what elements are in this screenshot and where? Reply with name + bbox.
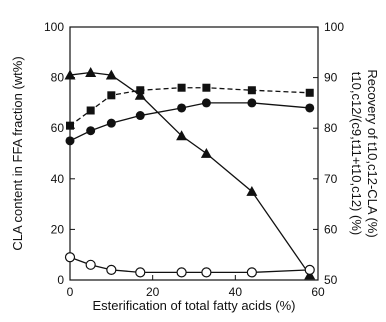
data-point-square-5	[202, 83, 211, 92]
data-point-open-circle-7	[304, 264, 315, 275]
y-left-tick-label-3: 60	[51, 121, 65, 135]
data-point-triangle-1	[85, 67, 97, 77]
series-triangle	[64, 67, 316, 280]
data-point-triangle-0	[64, 69, 76, 80]
data-point-square-6	[247, 86, 256, 95]
series-line-filled-circle	[69, 102, 310, 142]
y-right-tick-label-0: 50	[324, 273, 338, 287]
y-axis-right-label-line1: t10,c12/(c9,t11+t10,c12) (%)	[349, 72, 364, 235]
y-right-tick-label-5: 100	[324, 20, 344, 34]
data-point-open-circle-1	[85, 259, 96, 270]
data-point-square-4	[177, 83, 186, 92]
data-point-filled-circle-1	[86, 126, 96, 136]
x-tick-label-1: 20	[146, 285, 160, 299]
series-square	[66, 83, 314, 130]
data-point-square-3	[136, 86, 145, 95]
y-axis-left-label: CLA content in FFA fraction (wt%)	[10, 56, 25, 250]
y-left-tick-label-2: 40	[51, 172, 65, 186]
x-tick-label-0: 0	[67, 285, 74, 299]
data-point-open-circle-4	[176, 267, 187, 278]
data-point-triangle-5	[200, 148, 212, 158]
data-point-filled-circle-2	[106, 118, 116, 128]
x-axis-label: Esterification of total fatty acids (%)	[92, 298, 295, 313]
y-right-tick-label-1: 60	[324, 222, 338, 236]
data-point-triangle-6	[246, 185, 258, 196]
data-point-filled-circle-3	[135, 111, 145, 121]
y-left-tick-label-4: 80	[51, 71, 65, 85]
data-point-triangle-2	[105, 69, 117, 80]
series-line-square	[69, 87, 310, 127]
x-tick-label-2: 40	[229, 285, 243, 299]
y-right-tick-label-4: 90	[324, 71, 338, 85]
data-point-triangle-4	[176, 130, 188, 141]
data-point-open-circle-6	[246, 267, 257, 278]
data-point-filled-circle-4	[177, 103, 187, 113]
series-line-triangle	[69, 71, 311, 276]
data-point-square-1	[86, 106, 95, 115]
data-point-triangle-3	[134, 89, 146, 100]
y-axis-right-label-line2: Recovery of t10,c12-CLA (%)	[365, 69, 380, 237]
data-point-open-circle-2	[106, 264, 117, 275]
y-right-tick-label-2: 70	[324, 172, 338, 186]
data-point-filled-circle-6	[247, 98, 257, 108]
data-point-open-circle-5	[201, 267, 212, 278]
data-point-square-7	[305, 88, 314, 97]
x-tick-label-3: 60	[311, 285, 325, 299]
series-group	[64, 67, 316, 280]
y-right-tick-label-3: 80	[324, 121, 338, 135]
y-left-tick-label-1: 20	[51, 222, 65, 236]
y-left-tick-label-0: 0	[57, 273, 64, 287]
series-open-circle	[64, 252, 315, 278]
y-left-tick-label-5: 100	[44, 20, 64, 34]
data-point-square-0	[66, 121, 74, 130]
data-point-filled-circle-7	[305, 103, 315, 113]
series-filled-circle	[65, 98, 315, 146]
plot-border	[69, 26, 319, 281]
data-point-square-2	[107, 91, 116, 100]
data-point-open-circle-3	[135, 267, 146, 278]
series-line-open-circle	[69, 256, 310, 274]
plot-frame	[69, 26, 319, 281]
data-point-open-circle-0	[64, 252, 76, 263]
data-point-filled-circle-0	[65, 136, 75, 146]
data-point-filled-circle-5	[201, 98, 211, 108]
